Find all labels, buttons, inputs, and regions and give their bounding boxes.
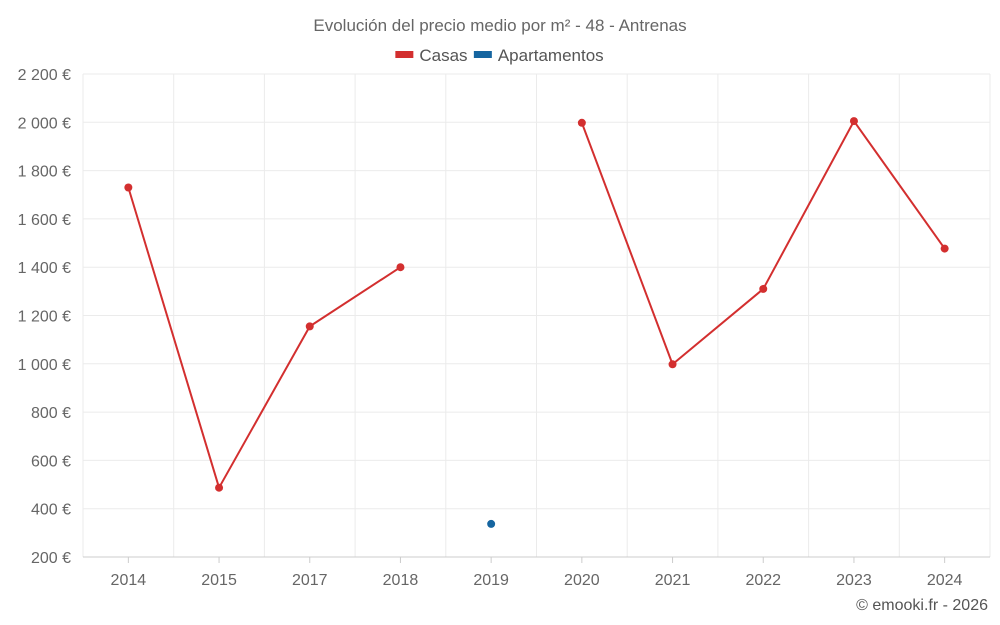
series-0 — [124, 117, 949, 492]
y-tick-label: 800 € — [31, 405, 71, 422]
x-tick-label: 2015 — [201, 572, 237, 589]
series-line-segment — [127, 186, 221, 489]
series-line-segment — [308, 266, 402, 328]
data-point[interactable] — [759, 284, 768, 293]
grid — [82, 73, 991, 557]
y-tick-label: 2 000 € — [18, 115, 71, 132]
y-tick-label: 600 € — [31, 453, 71, 470]
y-tick-label: 1 400 € — [18, 260, 71, 277]
x-axis: 2014 2015 2017 2018 2019 2020 2021 2022 2023 2024 — [83, 556, 990, 589]
series-line-segment — [218, 325, 311, 489]
x-tick-label: 2024 — [927, 572, 963, 589]
y-tick-label: 1 200 € — [18, 309, 71, 326]
y-tick-label: 1 600 € — [18, 212, 71, 229]
legend-item-0[interactable]: Casas — [395, 46, 468, 65]
y-tick-label: 2 200 € — [18, 67, 71, 84]
x-tick-label: 2017 — [292, 572, 328, 589]
x-tick-label: 2021 — [655, 572, 691, 589]
series-line-segment — [671, 287, 765, 366]
series-1 — [487, 519, 496, 528]
legend-label: Apartamentos — [498, 46, 604, 65]
y-tick-label: 400 € — [31, 502, 71, 519]
y-tick-label: 200 € — [31, 550, 71, 567]
data-point[interactable] — [305, 322, 314, 331]
data-point[interactable] — [668, 360, 677, 369]
legend: Casas Apartamentos — [395, 46, 604, 65]
x-tick-label: 2023 — [836, 572, 872, 589]
chart-credit: © emooki.fr - 2026 — [856, 597, 988, 614]
data-point[interactable] — [124, 183, 133, 192]
x-tick-label: 2022 — [745, 572, 781, 589]
legend-item-1[interactable]: Apartamentos — [473, 46, 604, 65]
data-point[interactable] — [940, 244, 949, 253]
data-point[interactable] — [577, 118, 586, 127]
x-tick-label: 2018 — [383, 572, 419, 589]
data-point[interactable] — [396, 263, 405, 272]
data-point[interactable] — [215, 483, 224, 492]
x-tick-label: 2020 — [564, 572, 600, 589]
series-line-segment — [852, 120, 946, 250]
legend-swatch — [395, 51, 414, 58]
x-tick-label: 2019 — [473, 572, 509, 589]
y-axis: 200 € 400 € 600 € 800 € 1 000 € 1 200 € 1 400 … — [18, 67, 71, 567]
legend-swatch — [473, 51, 492, 58]
data-point[interactable] — [487, 519, 496, 528]
series-line-segment — [580, 121, 674, 366]
data-point[interactable] — [849, 117, 858, 126]
x-tick-label: 2014 — [111, 572, 147, 589]
plot-area — [124, 117, 949, 528]
series-line-segment — [762, 120, 855, 290]
y-tick-label: 1 800 € — [18, 164, 71, 181]
chart-title: Evolución del precio medio por m² - 48 -… — [313, 16, 686, 35]
legend-label: Casas — [419, 46, 467, 65]
y-tick-label: 1 000 € — [18, 357, 71, 374]
